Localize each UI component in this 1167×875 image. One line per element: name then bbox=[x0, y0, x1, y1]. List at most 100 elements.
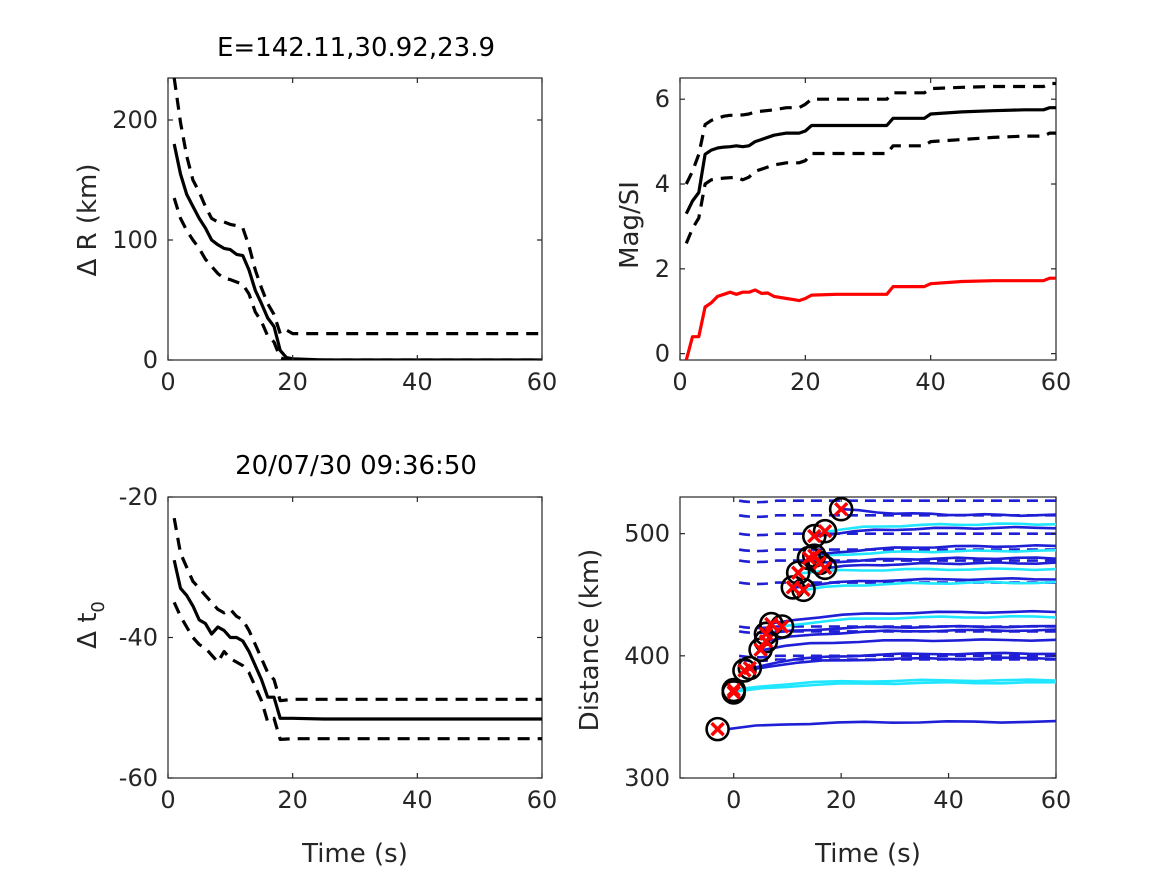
y-tick-label: 200 bbox=[112, 106, 158, 134]
y-tick-label: 6 bbox=[655, 85, 670, 113]
y-tick-label: 300 bbox=[624, 764, 670, 792]
arrival-x-marker bbox=[726, 682, 741, 698]
confidence-line bbox=[172, 517, 542, 703]
data-layer bbox=[684, 81, 1056, 360]
y-tick-label: -40 bbox=[119, 624, 158, 652]
y-tick-label: 400 bbox=[624, 642, 670, 670]
x-tick-label: 20 bbox=[826, 786, 857, 814]
mag-si-ylabel: Mag/SI bbox=[615, 181, 645, 269]
x-tick-label: 40 bbox=[933, 786, 964, 814]
x-tick-label: 60 bbox=[1041, 786, 1072, 814]
distance-ylabel: Distance (km) bbox=[575, 549, 605, 732]
station-dashed-line bbox=[738, 559, 1056, 564]
arrival-circle-marker bbox=[705, 716, 730, 742]
x-tick-label: 60 bbox=[527, 786, 558, 814]
arrival-x-marker bbox=[785, 580, 801, 595]
data-layer bbox=[172, 517, 542, 741]
station-dashed-line bbox=[738, 514, 1056, 519]
delta-t0-xlabel: Time (s) bbox=[301, 839, 408, 869]
arrival-x-marker bbox=[710, 721, 725, 737]
y-tick-label: 0 bbox=[143, 346, 158, 374]
arrival-x-marker bbox=[790, 565, 806, 580]
x-tick-label: 20 bbox=[277, 368, 308, 396]
station-trace-line bbox=[781, 614, 1056, 628]
estimate-line bbox=[684, 276, 1056, 360]
station-trace-line bbox=[792, 576, 1056, 590]
station-dashed-line bbox=[738, 581, 1056, 586]
x-tick-label: 40 bbox=[915, 368, 946, 396]
delta-r-ylabel: Δ R (km) bbox=[73, 163, 103, 276]
y-tick-label: 2 bbox=[655, 255, 670, 283]
distance-panel: Distance (km) Time (s) 0 20 40 60 300 400 500 bbox=[575, 496, 1072, 869]
confidence-line bbox=[172, 601, 542, 741]
station-trace-line bbox=[765, 624, 1056, 635]
station-dashed-line bbox=[738, 625, 1056, 630]
arrival-circle-marker bbox=[801, 523, 827, 549]
plot-frame bbox=[679, 496, 1057, 779]
y-tick-label: 4 bbox=[655, 170, 670, 198]
y-tick-label: -60 bbox=[119, 764, 158, 792]
station-trace-line bbox=[744, 656, 1056, 672]
station-trace-line bbox=[808, 548, 1056, 560]
distance-xlabel: Time (s) bbox=[814, 839, 921, 869]
estimate-line bbox=[172, 559, 542, 721]
arrival-x-marker bbox=[817, 524, 833, 539]
arrival-x-marker bbox=[758, 626, 774, 642]
station-trace-line bbox=[819, 556, 1056, 564]
plot-frame bbox=[679, 77, 1057, 361]
y-tick-label: -20 bbox=[119, 483, 158, 511]
station-dashed-line bbox=[738, 548, 1056, 553]
x-tick-label: 20 bbox=[790, 368, 821, 396]
station-trace-line bbox=[749, 651, 1056, 670]
mag-si-panel: Mag/SI 0 20 40 60 0 2 4 6 bbox=[615, 77, 1072, 396]
arrival-circle-marker bbox=[812, 518, 838, 544]
arrival-x-marker bbox=[807, 528, 822, 544]
station-trace-line bbox=[824, 522, 1056, 534]
station-trace-line bbox=[814, 543, 1056, 557]
station-trace-line bbox=[803, 580, 1056, 592]
station-dashed-line bbox=[738, 654, 1056, 659]
x-tick-label: 0 bbox=[160, 786, 175, 814]
delta-t0-ylabel: Δ t0 bbox=[73, 601, 109, 649]
station-trace-line bbox=[760, 638, 1056, 652]
station-trace-line bbox=[765, 628, 1056, 643]
x-tick-label: 0 bbox=[726, 786, 741, 814]
x-tick-label: 0 bbox=[672, 368, 687, 396]
arrival-x-marker bbox=[753, 642, 768, 657]
estimate-line bbox=[172, 143, 542, 360]
delta-t0-panel: 20/07/30 09:36:50 Δ t0 Time (s) 0 20 40 60 -… bbox=[73, 451, 557, 869]
station-trace-line bbox=[733, 680, 1056, 694]
station-trace-line bbox=[733, 678, 1056, 691]
station-trace-line bbox=[798, 567, 1056, 575]
arrival-circle-marker bbox=[737, 655, 763, 681]
arrival-x-marker bbox=[817, 560, 833, 576]
arrival-x-marker bbox=[796, 582, 811, 598]
y-tick-label: 500 bbox=[624, 520, 670, 548]
station-trace-line bbox=[814, 525, 1056, 538]
station-trace-line bbox=[728, 719, 1056, 731]
arrival-x-marker bbox=[774, 619, 790, 634]
station-trace-line bbox=[771, 609, 1056, 625]
arrival-x-marker bbox=[833, 502, 849, 517]
estimate-line bbox=[684, 106, 1056, 215]
confidence-line bbox=[172, 197, 542, 360]
arrival-circle-marker bbox=[828, 496, 854, 522]
arrival-x-marker bbox=[726, 685, 741, 700]
x-tick-label: 60 bbox=[527, 368, 558, 396]
data-layer bbox=[172, 78, 542, 360]
x-tick-label: 60 bbox=[1041, 368, 1072, 396]
arrival-circle-marker bbox=[721, 677, 747, 703]
station-dashed-line bbox=[738, 499, 1056, 504]
y-tick-label: 100 bbox=[112, 226, 158, 254]
station-trace-line bbox=[841, 507, 1056, 518]
delta-t0-title: 20/07/30 09:36:50 bbox=[235, 451, 477, 481]
delta-r-title: E=142.11,30.92,23.9 bbox=[217, 33, 495, 63]
arrival-x-marker bbox=[742, 660, 758, 676]
x-tick-label: 0 bbox=[160, 368, 175, 396]
x-tick-label: 40 bbox=[402, 368, 433, 396]
arrival-x-marker bbox=[764, 616, 779, 632]
station-trace-line bbox=[824, 561, 1056, 570]
x-tick-label: 20 bbox=[277, 786, 308, 814]
station-dashed-line bbox=[738, 532, 1056, 537]
